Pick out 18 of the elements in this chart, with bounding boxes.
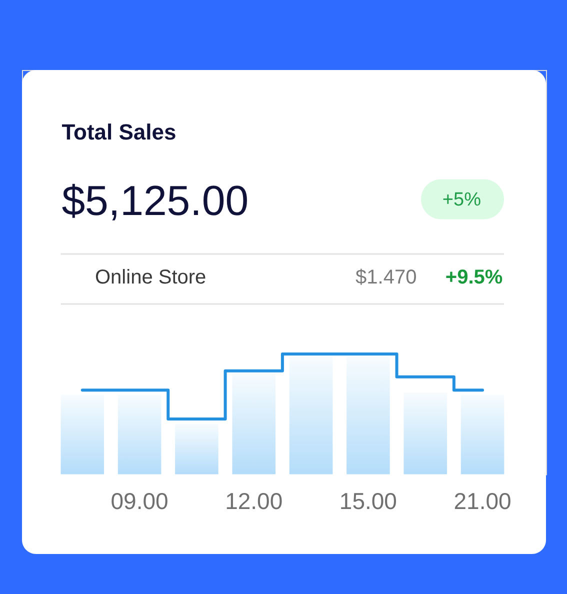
- x-tick-label: 12.00: [225, 488, 283, 514]
- chart-title: Total Sales: [62, 119, 176, 144]
- x-tick-label: 21.00: [454, 488, 512, 514]
- bar: [289, 356, 333, 474]
- x-tick-label: 09.00: [110, 488, 168, 514]
- chart-subtitle: $5,125.00: [62, 177, 249, 224]
- bar: [460, 394, 504, 474]
- text: +5%: [442, 190, 482, 211]
- bar: [118, 394, 162, 474]
- text: Online Store: [95, 266, 206, 289]
- text: $1.470: [356, 266, 417, 289]
- x-tick-label: 15.00: [339, 488, 397, 514]
- bar: [346, 356, 390, 474]
- bar: [404, 392, 448, 474]
- bar: [232, 373, 276, 474]
- bar: [60, 394, 104, 474]
- text: +9.5%: [445, 266, 503, 289]
- bar: [175, 424, 218, 474]
